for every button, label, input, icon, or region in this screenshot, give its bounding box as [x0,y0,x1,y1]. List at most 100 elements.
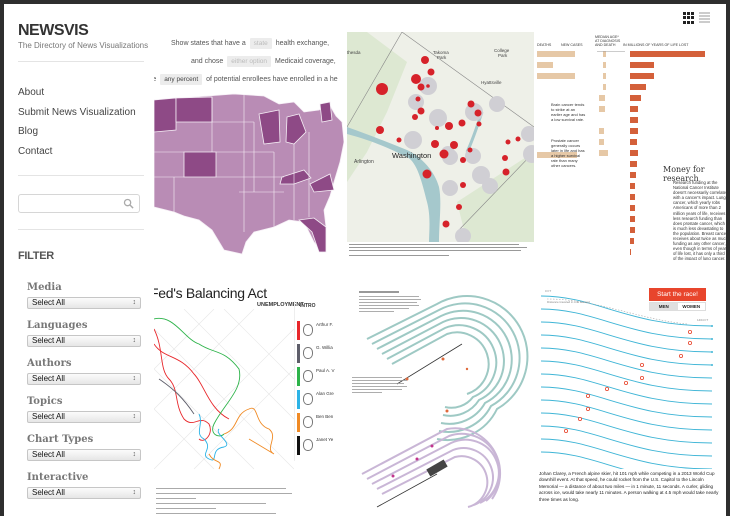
search-icon[interactable] [123,198,134,209]
svg-text:IN MILLIONS OF YEARS OF LIFE L: IN MILLIONS OF YEARS OF LIFE LOST [623,43,689,47]
facet-label-authors: Authors [27,358,72,369]
filter-heading: FILTER [18,250,54,262]
cancer-bar-chart: DEATHS NEW CASES MEDIAN AGE*AT DIAGNOSISA… [537,35,705,255]
filter-facets: Media Select All ↕ Languages Select All ↕ … [27,278,142,506]
annotation-prostate: Prostate cancer generally occurs later i… [551,138,585,168]
option-dropdown[interactable]: either option [227,56,272,67]
chair-item[interactable]: Ben Ben [297,413,343,432]
annotation-brain: Brain cancer tends to strike at an earli… [551,102,586,122]
sidebar: NEWSVIS The Directory of News Visualizat… [4,4,154,516]
chair-item[interactable]: G. Willia [297,344,343,363]
portrait-icon [303,370,313,382]
svg-text:MEDIAN AGE*: MEDIAN AGE* [595,35,619,39]
chair-item[interactable]: Paul A. V [297,367,343,386]
chair-name: Ben Ben [316,414,334,419]
nav-contact[interactable]: Contact [18,145,53,157]
axis-label: UNEMPLOYMENT [257,302,304,308]
topics-select[interactable]: Select All ↕ [27,411,141,423]
select-arrows-icon: ↕ [132,299,137,306]
viz-tile-race-tracks[interactable] [347,279,534,516]
viz-tile-dc-schools-map[interactable]: Takoma Park College Park Hyattsville Washi… [347,32,534,260]
select-arrows-icon: ↕ [132,489,137,496]
svg-text:College: College [494,48,510,53]
control-text: of potential enrollees have enrolled in … [206,76,338,83]
fed-path-chart [154,309,294,470]
svg-text:Park: Park [437,55,447,60]
article-body: Research funding at the National Cancer … [673,180,726,260]
list-view-icon[interactable] [699,12,711,24]
us-choropleth-map[interactable] [154,92,344,260]
svg-text:Washington: Washington [392,151,431,160]
gender-toggle: MEN WOMEN [649,302,706,311]
page: NEWSVIS The Directory of News Visualizat… [4,4,726,516]
svg-text:AND DEATH: AND DEATH [595,43,616,47]
svg-text:0 FT: 0 FT [545,289,551,293]
nav-submit-news-visualization[interactable]: Submit News Visualization [18,106,136,118]
divider [18,229,144,230]
portrait-icon [303,347,313,359]
nav-blog[interactable]: Blog [18,126,39,137]
race-description: Johan Clarey, a French alpine skier, hit… [539,471,719,502]
tab-women[interactable]: WOMEN [682,304,701,309]
map-control-row: and chose either option Medicaid coverag… [191,56,336,67]
facet-label-languages: Languages [27,320,88,331]
control-text: and chose [191,58,224,65]
map-control-row: Show states that have a state health exc… [171,38,329,49]
svg-text:Takoma: Takoma [433,50,449,55]
select-value: Select All [32,450,65,459]
svg-text:Hyattsville: Hyattsville [481,80,502,85]
select-arrows-icon: ↕ [132,375,137,382]
select-arrows-icon: ↕ [132,413,137,420]
select-value: Select All [32,374,65,383]
site-tagline: The Directory of News Visualizations [18,41,149,50]
facet-label-interactive: Interactive [27,472,89,483]
portrait-icon [303,416,313,428]
site-logo[interactable]: NEWSVIS [18,22,89,39]
svg-text:AT DIAGNOSIS: AT DIAGNOSIS [595,39,621,43]
divider [18,175,144,176]
svg-text:1464 FT: 1464 FT [697,318,708,322]
tab-men[interactable]: MEN [650,303,678,310]
chart-types-select[interactable]: Select All ↕ [27,449,141,461]
viz-tile-cancer-research-bars[interactable]: DEATHS NEW CASES MEDIAN AGE* AT DIAGNOSIS A… [537,32,726,260]
languages-select[interactable]: Select All ↕ [27,335,141,347]
media-select[interactable]: Select All ↕ [27,297,141,309]
nav-about[interactable]: About [18,87,45,98]
grid-view-icon[interactable] [683,12,695,24]
facet-label-media: Media [27,282,62,293]
authors-select[interactable]: Select All ↕ [27,373,141,385]
interactive-select[interactable]: Select All ↕ [27,487,141,499]
state-dropdown[interactable]: state [249,38,272,49]
viz-tile-fed-balancing-act[interactable]: Fed's Balancing Act UNEMPLOYMENT INTRO A… [154,279,344,516]
svg-text:Arlington: Arlington [354,159,374,165]
svg-text:Distance traveled in one secon: Distance traveled in one second [547,300,590,304]
footnotes [156,488,292,514]
facet-label-chart-types: Chart Types [27,434,94,445]
map-control-row: re any percent of potential enrollees ha… [154,74,338,85]
chair-name: G. Willia [316,345,333,350]
viz-tile-start-the-race[interactable]: 0 FT Distance traveled in one second 1464 … [537,279,726,516]
portrait-icon [303,393,313,405]
chair-name: Janet Ye [316,437,334,442]
search-input[interactable] [19,196,119,214]
percent-dropdown[interactable]: any percent [160,74,203,85]
chair-name: Arthur F. [316,322,334,327]
panel-title: INTRO [300,303,316,309]
chair-item[interactable]: Janet Ye [297,436,343,455]
main-nav: About Submit News Visualization Blog Con… [18,83,136,161]
chair-item[interactable]: Arthur F. [297,321,343,340]
svg-text:Park: Park [498,53,508,58]
select-arrows-icon: ↕ [132,337,137,344]
select-value: Select All [32,412,65,421]
control-text: Show states that have a [171,40,246,47]
facet-label-topics: Topics [27,396,63,407]
divider [18,61,144,62]
svg-text:thesda: thesda [347,50,361,55]
chair-item[interactable]: Alan Gre [297,390,343,409]
start-race-button[interactable]: Start the race! [649,288,706,301]
viz-tile-health-exchange-map[interactable]: Show states that have a state health exc… [154,32,344,260]
search-box [18,194,140,214]
control-text: health exchange, [275,40,330,47]
svg-text:NEW CASES: NEW CASES [561,43,583,47]
